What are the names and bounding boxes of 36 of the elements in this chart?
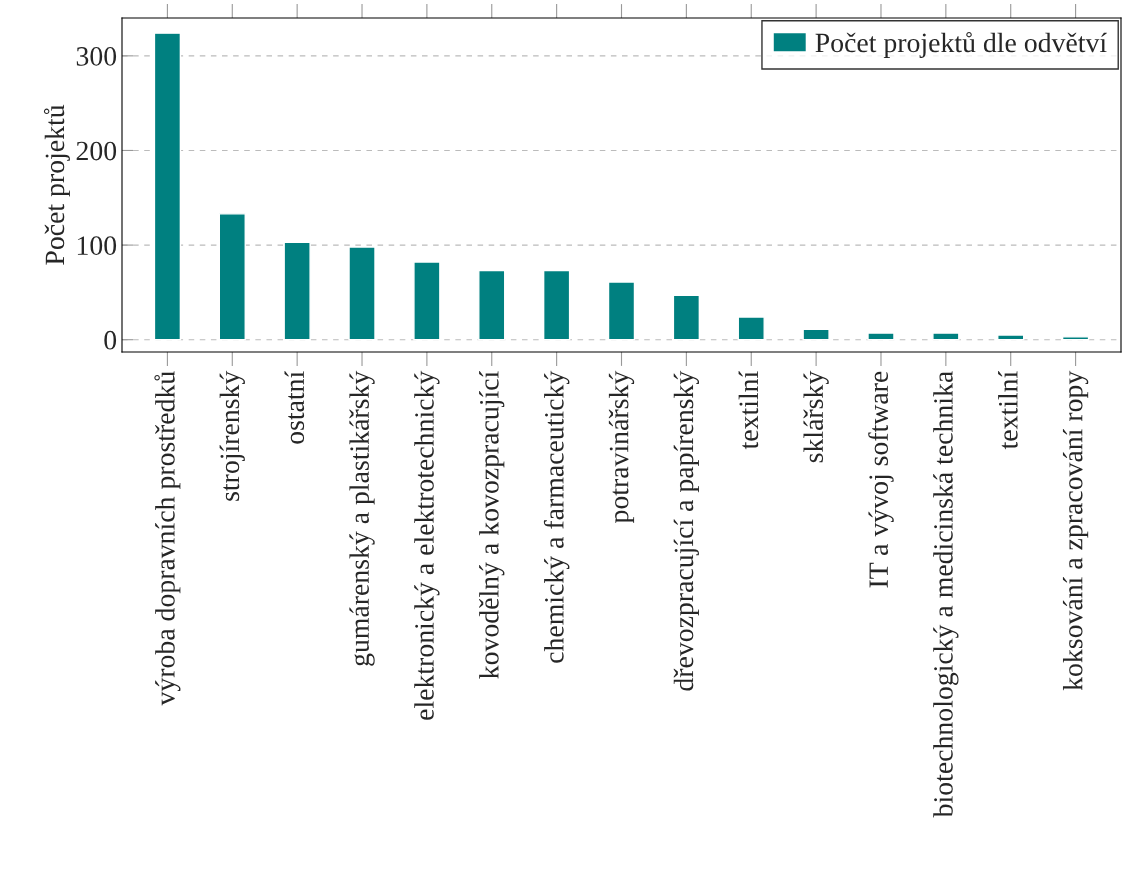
x-tick-label: sklářský [803,370,829,463]
y-tick-label: 100 [77,236,117,255]
x-tick-label: strojírenský [219,370,245,501]
bar [672,294,701,341]
bar [802,328,830,341]
x-tick-label: potravinářský [608,370,635,524]
bar [413,261,441,341]
x-tick-label: výroba dopravních prostředků [154,371,181,706]
bar [867,332,895,341]
bar [737,316,765,341]
x-tick-label: biotechnologický a medicinská technika [933,371,959,818]
bar [348,246,376,341]
bar [997,334,1025,341]
x-tick-label: textilní [738,371,759,450]
x-tick-label: gumárenský a plastikářský [349,370,375,666]
x-tick-label: elektronický a elektrotechnický [414,370,440,720]
y-tick-label: 0 [104,330,117,350]
bar [478,269,506,341]
bar [283,241,311,341]
x-tick-label: koksování a zpracování ropy [1062,370,1089,691]
x-tick-label: textilní [998,371,1018,450]
bar [153,32,182,341]
x-tick-label: IT a vývoj software [868,371,894,588]
bar [218,213,246,341]
x-tick-label: kovodělný a kovozpracující [479,371,505,679]
legend-label: Počet projektů dle odvětví [815,31,1107,58]
x-tick-label: chemický a farmaceutický [543,370,570,663]
y-tick-label: 200 [76,141,117,161]
bar [1061,336,1090,341]
y-tick-label: 300 [76,47,117,66]
y-axis-title: Počet projektů [43,104,70,265]
bar [607,281,636,341]
bar [542,269,571,341]
bar [932,332,960,341]
x-tick-label: dřevozpracující a papírenský [673,370,700,691]
x-tick-label: ostatní [284,371,305,444]
